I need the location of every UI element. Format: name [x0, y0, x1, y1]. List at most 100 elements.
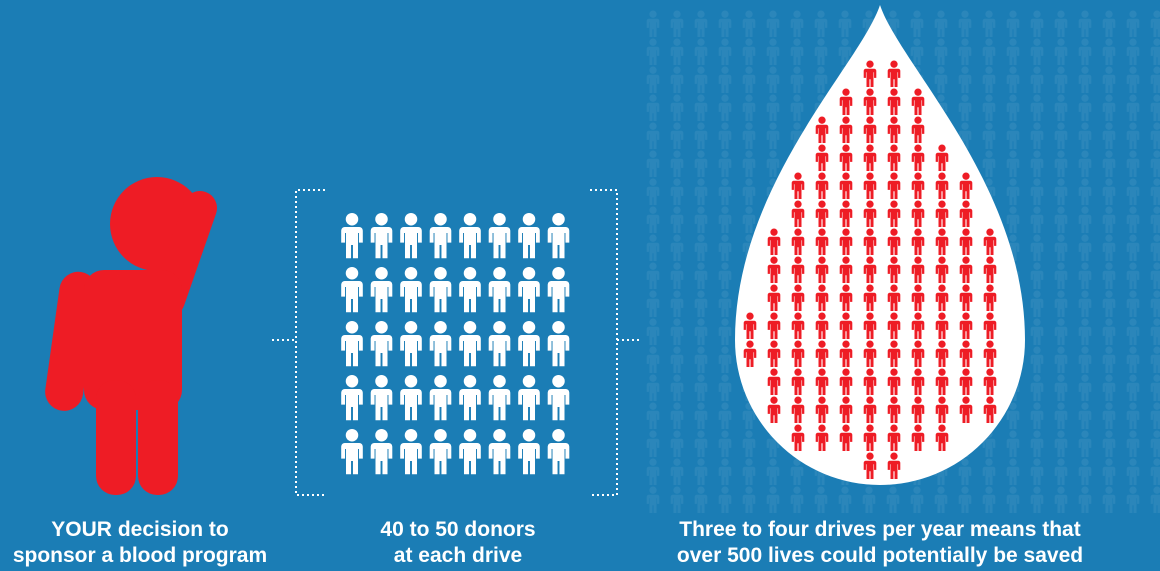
person-icon — [814, 66, 828, 93]
person-icon — [518, 212, 540, 259]
person-icon — [429, 266, 452, 313]
person-icon — [1054, 206, 1068, 233]
person-icon — [488, 320, 511, 367]
person-icon — [934, 486, 948, 513]
person-icon — [1078, 346, 1092, 373]
person-icon — [1006, 458, 1020, 485]
person-icon — [718, 66, 732, 93]
person-icon — [646, 262, 660, 289]
person-icon — [1102, 346, 1116, 373]
person-icon — [670, 346, 684, 373]
person-icon — [910, 486, 924, 513]
person-icon — [766, 150, 780, 177]
person-icon — [742, 66, 756, 93]
person-icon — [1030, 374, 1044, 401]
person-icon — [1078, 374, 1092, 401]
person-icon — [718, 150, 732, 177]
person-icon — [1126, 262, 1140, 289]
person-icon — [958, 10, 972, 37]
person-icon — [1150, 290, 1160, 317]
person-icon — [694, 150, 708, 177]
person-icon — [1030, 10, 1044, 37]
person-icon — [1030, 234, 1044, 261]
person-icon — [1006, 10, 1020, 37]
person-icon — [694, 318, 708, 345]
person-icon — [670, 150, 684, 177]
person-icon — [742, 458, 756, 485]
person-icon — [1078, 206, 1092, 233]
person-icon — [518, 266, 540, 313]
caption-text: 40 to 50 donors — [380, 518, 536, 541]
person-icon — [547, 320, 570, 367]
person-icon — [1054, 346, 1068, 373]
person-icon — [982, 66, 996, 93]
person-icon — [694, 38, 708, 65]
person-icon — [670, 458, 684, 485]
person-icon — [694, 10, 708, 37]
person-icon — [1150, 94, 1160, 121]
person-icon — [1030, 486, 1044, 513]
person-icon — [459, 374, 481, 421]
person-icon — [1078, 318, 1092, 345]
person-icon — [718, 122, 732, 149]
person-icon — [1102, 206, 1116, 233]
person-icon — [718, 458, 732, 485]
person-icon — [718, 318, 732, 345]
person-icon — [1030, 122, 1044, 149]
person-icon — [1030, 318, 1044, 345]
person-icon — [1150, 318, 1160, 345]
person-icon — [1006, 430, 1020, 457]
person-icon — [1006, 486, 1020, 513]
person-icon — [1126, 458, 1140, 485]
person-icon — [1054, 486, 1068, 513]
person-icon — [459, 320, 481, 367]
person-icon — [958, 486, 972, 513]
person-icon — [670, 402, 684, 429]
blood-drop — [735, 5, 1025, 485]
person-icon — [646, 178, 660, 205]
person-icon — [670, 486, 684, 513]
person-icon — [1054, 150, 1068, 177]
person-icon — [646, 234, 660, 261]
person-icon — [370, 320, 393, 367]
person-icon — [1054, 10, 1068, 37]
person-icon — [1006, 206, 1020, 233]
person-icon — [646, 458, 660, 485]
person-icon — [1150, 430, 1160, 457]
person-icon — [1102, 178, 1116, 205]
person-icon — [1054, 458, 1068, 485]
person-icon — [1126, 402, 1140, 429]
person-icon — [766, 122, 780, 149]
person-icon — [1102, 458, 1116, 485]
person-icon — [646, 402, 660, 429]
person-icon — [958, 38, 972, 65]
person-icon — [488, 212, 511, 259]
person-icon — [862, 486, 876, 513]
person-icon — [1102, 150, 1116, 177]
person-icon — [934, 66, 948, 93]
person-icon — [1126, 66, 1140, 93]
person-icon — [1054, 430, 1068, 457]
person-icon — [934, 10, 948, 37]
person-icon — [718, 374, 732, 401]
person-icon — [1102, 290, 1116, 317]
person-icon — [766, 458, 780, 485]
person-icon — [694, 486, 708, 513]
person-icon — [670, 10, 684, 37]
person-icon — [694, 458, 708, 485]
person-icon — [547, 266, 570, 313]
person-icon — [838, 486, 852, 513]
person-icon — [1030, 150, 1044, 177]
person-icon — [1150, 122, 1160, 149]
person-icon — [694, 234, 708, 261]
caption-text: Three to four drives per year means that — [679, 518, 1081, 541]
person-icon — [1078, 458, 1092, 485]
person-icon — [694, 374, 708, 401]
person-icon — [1006, 66, 1020, 93]
person-icon — [742, 122, 756, 149]
person-icon — [1126, 122, 1140, 149]
person-icon — [1078, 430, 1092, 457]
person-icon — [718, 486, 732, 513]
person-icon — [646, 486, 660, 513]
